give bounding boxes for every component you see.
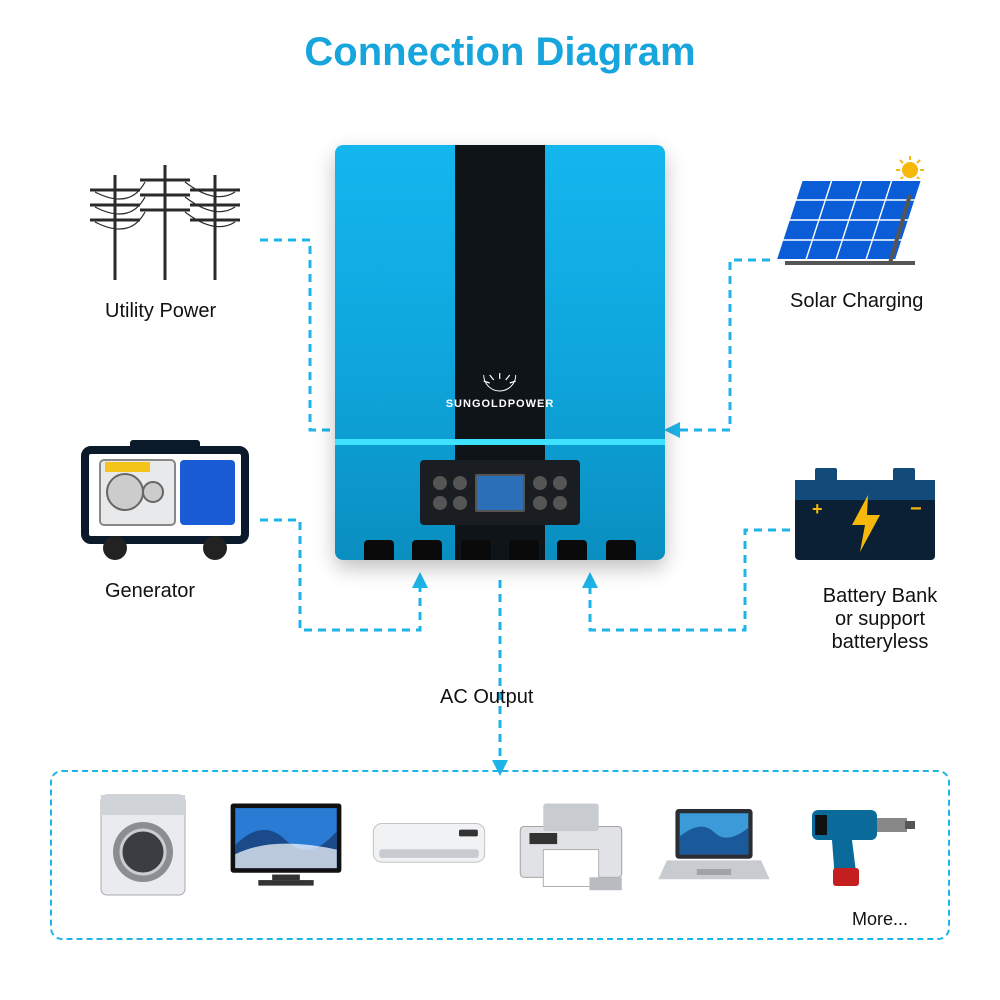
utility-power-label: Utility Power xyxy=(105,300,216,323)
inverter-device: SUNGOLDPOWER xyxy=(335,145,665,560)
battery-bank-label: Battery Bank or support batteryless xyxy=(800,585,960,654)
appliance-drill-icon xyxy=(797,790,917,900)
solar-panel-icon xyxy=(770,155,945,275)
appliance-ac-unit-icon xyxy=(369,790,489,900)
appliance-tv-icon xyxy=(226,790,346,900)
generator-label: Generator xyxy=(105,580,195,603)
diagram-title: Connection Diagram xyxy=(0,30,1000,75)
inverter-accent-strip xyxy=(335,439,665,445)
svg-text:+: + xyxy=(812,499,823,519)
inverter-lcd-screen xyxy=(475,474,525,512)
inverter-ports xyxy=(355,530,645,560)
svg-text:−: − xyxy=(910,498,922,520)
appliance-laptop-icon xyxy=(654,790,774,900)
battery-bank-icon: + − xyxy=(790,460,940,565)
appliances-more-label: More... xyxy=(852,909,908,930)
ac-output-label: AC Output xyxy=(440,686,533,709)
appliances-container: More... xyxy=(50,770,950,940)
solar-charging-label: Solar Charging xyxy=(790,290,923,313)
sun-logo-icon xyxy=(470,373,530,395)
generator-icon xyxy=(75,430,255,560)
appliance-washer-icon xyxy=(83,790,203,900)
inverter-control-panel xyxy=(420,460,580,525)
appliance-printer-icon xyxy=(511,790,631,900)
inverter-brand-logo: SUNGOLDPOWER xyxy=(446,373,555,410)
inverter-brand-text: SUNGOLDPOWER xyxy=(446,398,555,410)
utility-power-icon xyxy=(85,160,255,280)
